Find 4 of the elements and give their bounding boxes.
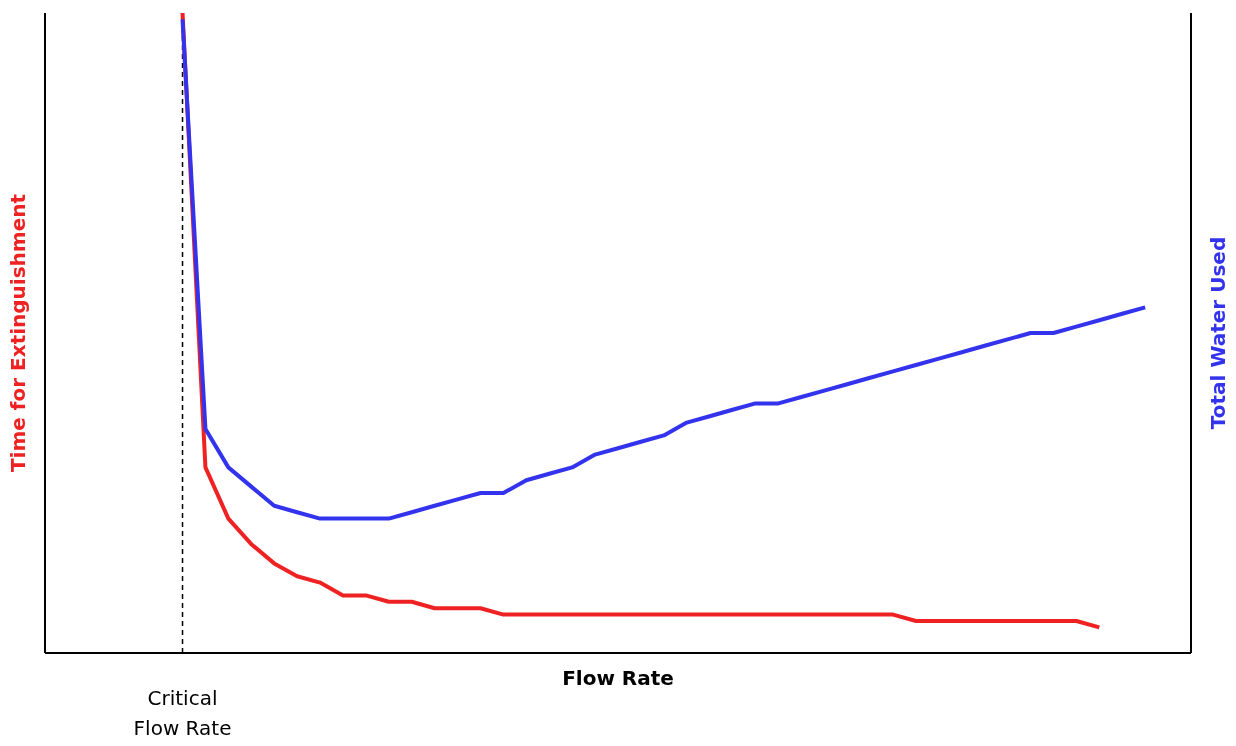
y2-axis-title: Total Water Used (1206, 236, 1231, 430)
text: Critical Flow Rate (133, 686, 232, 740)
x-axis-title: Flow Rate (562, 666, 674, 691)
y-axis-title: Time for Extinguishment (6, 193, 31, 473)
